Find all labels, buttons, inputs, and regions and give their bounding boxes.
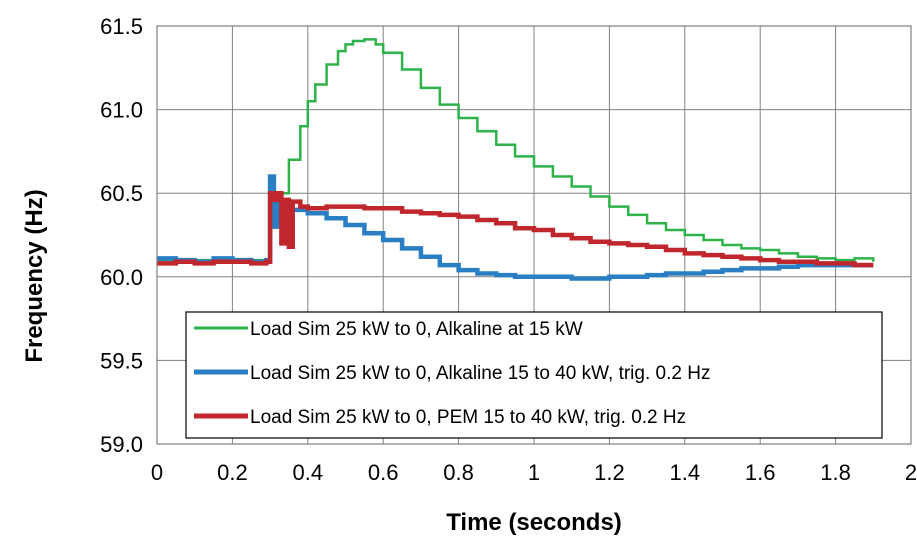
series-lines — [157, 38, 875, 281]
x-tick-label: 1.8 — [820, 460, 851, 485]
plot-area-border — [156, 25, 912, 445]
x-axis-title: Time (seconds) — [446, 509, 622, 536]
x-tick-label: 1.4 — [670, 460, 701, 485]
legend-label-alkaline-15kw: Load Sim 25 kW to 0, Alkaline at 15 kW — [250, 319, 583, 340]
x-tick-label: 1.6 — [745, 460, 776, 485]
x-tick-label: 0.4 — [293, 460, 324, 485]
legend-box — [185, 311, 883, 439]
legend-label-pem-15-40kw: Load Sim 25 kW to 0, PEM 15 to 40 kW, tr… — [250, 407, 686, 428]
y-tick-label: 61.0 — [100, 98, 143, 123]
legend: Load Sim 25 kW to 0, Alkaline at 15 kW L… — [185, 311, 883, 439]
y-tick-label: 60.5 — [100, 181, 143, 206]
x-tick-label: 0.2 — [217, 460, 248, 485]
y-axis-title: Frequency (Hz) — [21, 189, 48, 362]
y-tick-label: 61.5 — [100, 14, 143, 39]
y-tick-label: 60.0 — [100, 265, 143, 290]
x-tick-label: 0 — [151, 460, 163, 485]
x-tick-label: 1 — [528, 460, 540, 485]
y-tick-label: 59.5 — [100, 348, 143, 373]
legend-label-alkaline-15-40kw: Load Sim 25 kW to 0, Alkaline 15 to 40 k… — [250, 363, 710, 384]
series-line-3 — [157, 190, 874, 268]
y-tick-label: 59.0 — [100, 432, 143, 457]
x-tick-label: 0.8 — [443, 460, 474, 485]
tick-labels: 0 0.2 0.4 0.6 0.8 1 1.2 1.4 1.6 1.8 2 59.0 59.5 60.0 6… — [100, 14, 917, 485]
x-tick-label: 0.6 — [368, 460, 399, 485]
x-tick-label: 2 — [905, 460, 917, 485]
x-tick-label: 1.2 — [594, 460, 625, 485]
